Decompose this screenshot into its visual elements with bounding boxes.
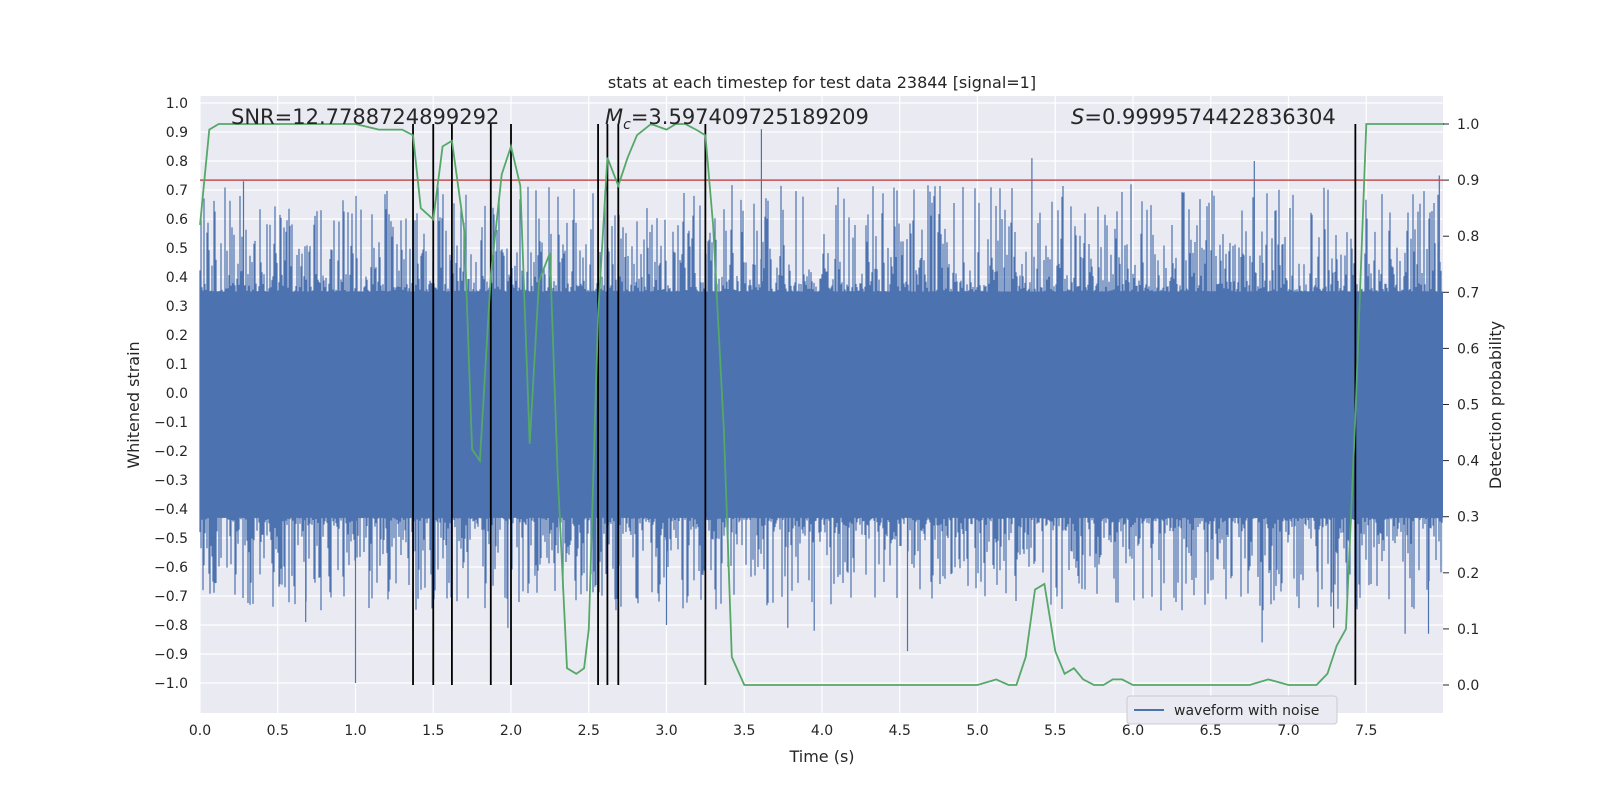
x-tick-label: 3.5 [733, 723, 755, 739]
y-left-tick-label: 0.0 [166, 386, 188, 402]
y-left-tick-label: −0.2 [154, 444, 188, 460]
y-left-tick-label: −0.8 [154, 618, 188, 634]
y-right-tick-label: 1.0 [1457, 117, 1479, 133]
y-left-tick-label: −0.5 [154, 531, 188, 547]
y-left-tick-label: 0.5 [166, 241, 188, 257]
probability-line [199, 122, 1444, 686]
x-tick-label: 5.0 [966, 723, 988, 739]
legend-box [1126, 695, 1338, 725]
x-axis-ticks: 0.0 0.5 1.0 1.5 2.0 2.5 3.0 3.5 4.0 4.5 5.0 5.5 6.0 6… [189, 723, 1378, 739]
y-right-tick-label: 0.8 [1457, 229, 1479, 245]
y-right-tick-label: 0.6 [1457, 341, 1479, 357]
y-left-tick-label: −1.0 [154, 676, 188, 692]
y-left-tick-label: −0.7 [154, 589, 188, 605]
y-axis-right-title: Detection probability [1486, 321, 1505, 489]
y-left-tick-label: 0.1 [166, 357, 188, 373]
y-left-tick-label: 0.9 [166, 125, 188, 141]
y-right-tick-label: 0.1 [1457, 622, 1479, 638]
y-right-tick-label: 0.4 [1457, 454, 1479, 470]
y-right-tick-label: 0.3 [1457, 510, 1479, 526]
y-left-tick-label: 0.3 [166, 299, 188, 315]
legend: waveform with noise [1126, 695, 1338, 725]
significance-value: =0.9999574422836304 [1084, 105, 1335, 129]
y-axis-left-ticks: 1.0 0.9 0.8 0.7 0.6 0.5 0.4 0.3 0.2 0.1 0.0 −0.1 −0.… [154, 96, 188, 692]
x-tick-label: 6.0 [1122, 723, 1144, 739]
x-tick-label: 2.5 [578, 723, 600, 739]
snr-annotation: SNR=12.7788724899292 [231, 105, 499, 129]
x-tick-label: 0.0 [189, 723, 211, 739]
chart-title: stats at each timestep for test data 238… [608, 73, 1036, 92]
x-tick-label: 7.5 [1355, 723, 1377, 739]
y-left-tick-label: 0.2 [166, 328, 188, 344]
chirp-mass-subscript: c [623, 117, 631, 133]
y-left-tick-label: 0.8 [166, 154, 188, 170]
y-left-tick-label: 0.4 [166, 270, 188, 286]
x-tick-label: 4.0 [811, 723, 833, 739]
x-tick-label: 2.0 [500, 723, 522, 739]
y-left-tick-label: −0.6 [154, 560, 188, 576]
y-left-tick-label: −0.9 [154, 647, 188, 663]
waveform-trace [199, 129, 1443, 683]
y-right-tick-label: 0.5 [1457, 398, 1479, 414]
x-tick-label: 3.0 [655, 723, 677, 739]
x-tick-label: 7.0 [1277, 723, 1299, 739]
chirp-mass-annotation: Mc=3.597409725189209 [605, 105, 869, 133]
x-tick-label: 4.5 [889, 723, 911, 739]
y-right-tick-label: 0.0 [1457, 678, 1479, 694]
chirp-mass-value: =3.597409725189209 [631, 105, 869, 129]
x-tick-label: 5.5 [1044, 723, 1066, 739]
y-left-tick-label: −0.3 [154, 473, 188, 489]
y-left-tick-label: −0.1 [154, 415, 188, 431]
y-left-tick-label: −0.4 [154, 502, 188, 518]
y-axis-left-title: Whitened strain [124, 341, 143, 468]
waveform-series [199, 129, 1443, 683]
x-axis-title: Time (s) [788, 747, 854, 766]
y-right-tick-label: 0.7 [1457, 285, 1479, 301]
y-left-tick-label: 1.0 [166, 96, 188, 112]
x-tick-label: 6.5 [1200, 723, 1222, 739]
x-tick-label: 1.5 [422, 723, 444, 739]
y-axis-right-ticks: 1.0 0.9 0.8 0.7 0.6 0.5 0.4 0.3 0.2 0.1 0.0 [1443, 117, 1479, 694]
significance-annotation: S=0.9999574422836304 [1071, 105, 1336, 129]
y-left-tick-label: 0.6 [166, 212, 188, 228]
y-left-tick-label: 0.7 [166, 183, 188, 199]
legend-label: waveform with noise [1174, 703, 1319, 719]
chirp-mass-symbol: M [605, 105, 623, 129]
significance-symbol: S [1071, 105, 1084, 129]
y-right-tick-label: 0.9 [1457, 173, 1479, 189]
x-tick-label: 0.5 [267, 723, 289, 739]
y-right-tick-label: 0.2 [1457, 566, 1479, 582]
x-tick-label: 1.0 [344, 723, 366, 739]
